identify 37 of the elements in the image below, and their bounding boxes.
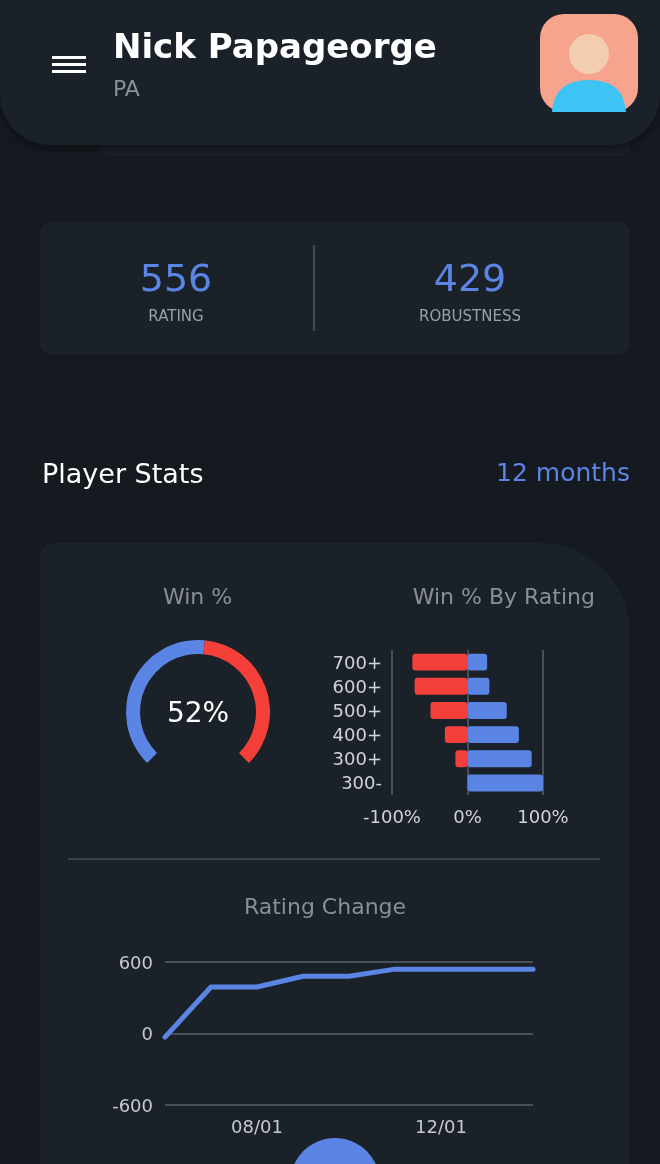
text: PA (113, 76, 140, 101)
bar (412, 653, 468, 671)
x-tick-label: 12/01 (415, 1115, 467, 1137)
bar (467, 774, 543, 792)
text: Nick Papageorge (113, 26, 437, 66)
y-tick-label: 500+ (332, 699, 382, 721)
text: 12 months (496, 458, 630, 487)
data-label: 52% (166, 695, 230, 729)
x-tick-label: -100% (363, 805, 421, 827)
chart-title: Win % (162, 583, 233, 609)
chart-title: Win % By Rating (412, 583, 595, 609)
bar (467, 726, 519, 744)
bar (467, 701, 507, 719)
bar (467, 677, 490, 695)
x-tick-label: 08/01 (231, 1115, 283, 1137)
y-tick-label: 300+ (332, 748, 382, 770)
y-tick-label: -600 (112, 1094, 153, 1116)
y-tick-label: 300- (341, 772, 382, 794)
bar (467, 750, 532, 768)
text: Player Stats (42, 458, 204, 489)
bar (444, 726, 468, 744)
y-tick-label: 0 (141, 1023, 153, 1044)
bar (430, 701, 468, 719)
x-tick-label: 100% (517, 805, 569, 827)
x-tick-label: 0% (453, 805, 482, 827)
bar (455, 750, 468, 768)
text: 429 (432, 256, 508, 300)
y-tick-label: 600+ (332, 675, 382, 697)
bar (467, 653, 488, 671)
y-tick-label: 400+ (332, 724, 382, 746)
y-tick-label: 700+ (332, 651, 382, 673)
bar (414, 677, 468, 695)
chart-title: Rating Change (243, 893, 407, 919)
text: RATING (147, 307, 205, 325)
text: 556 (138, 256, 214, 300)
text: ROBUSTNESS (418, 307, 522, 325)
y-tick-label: 600 (118, 951, 153, 973)
